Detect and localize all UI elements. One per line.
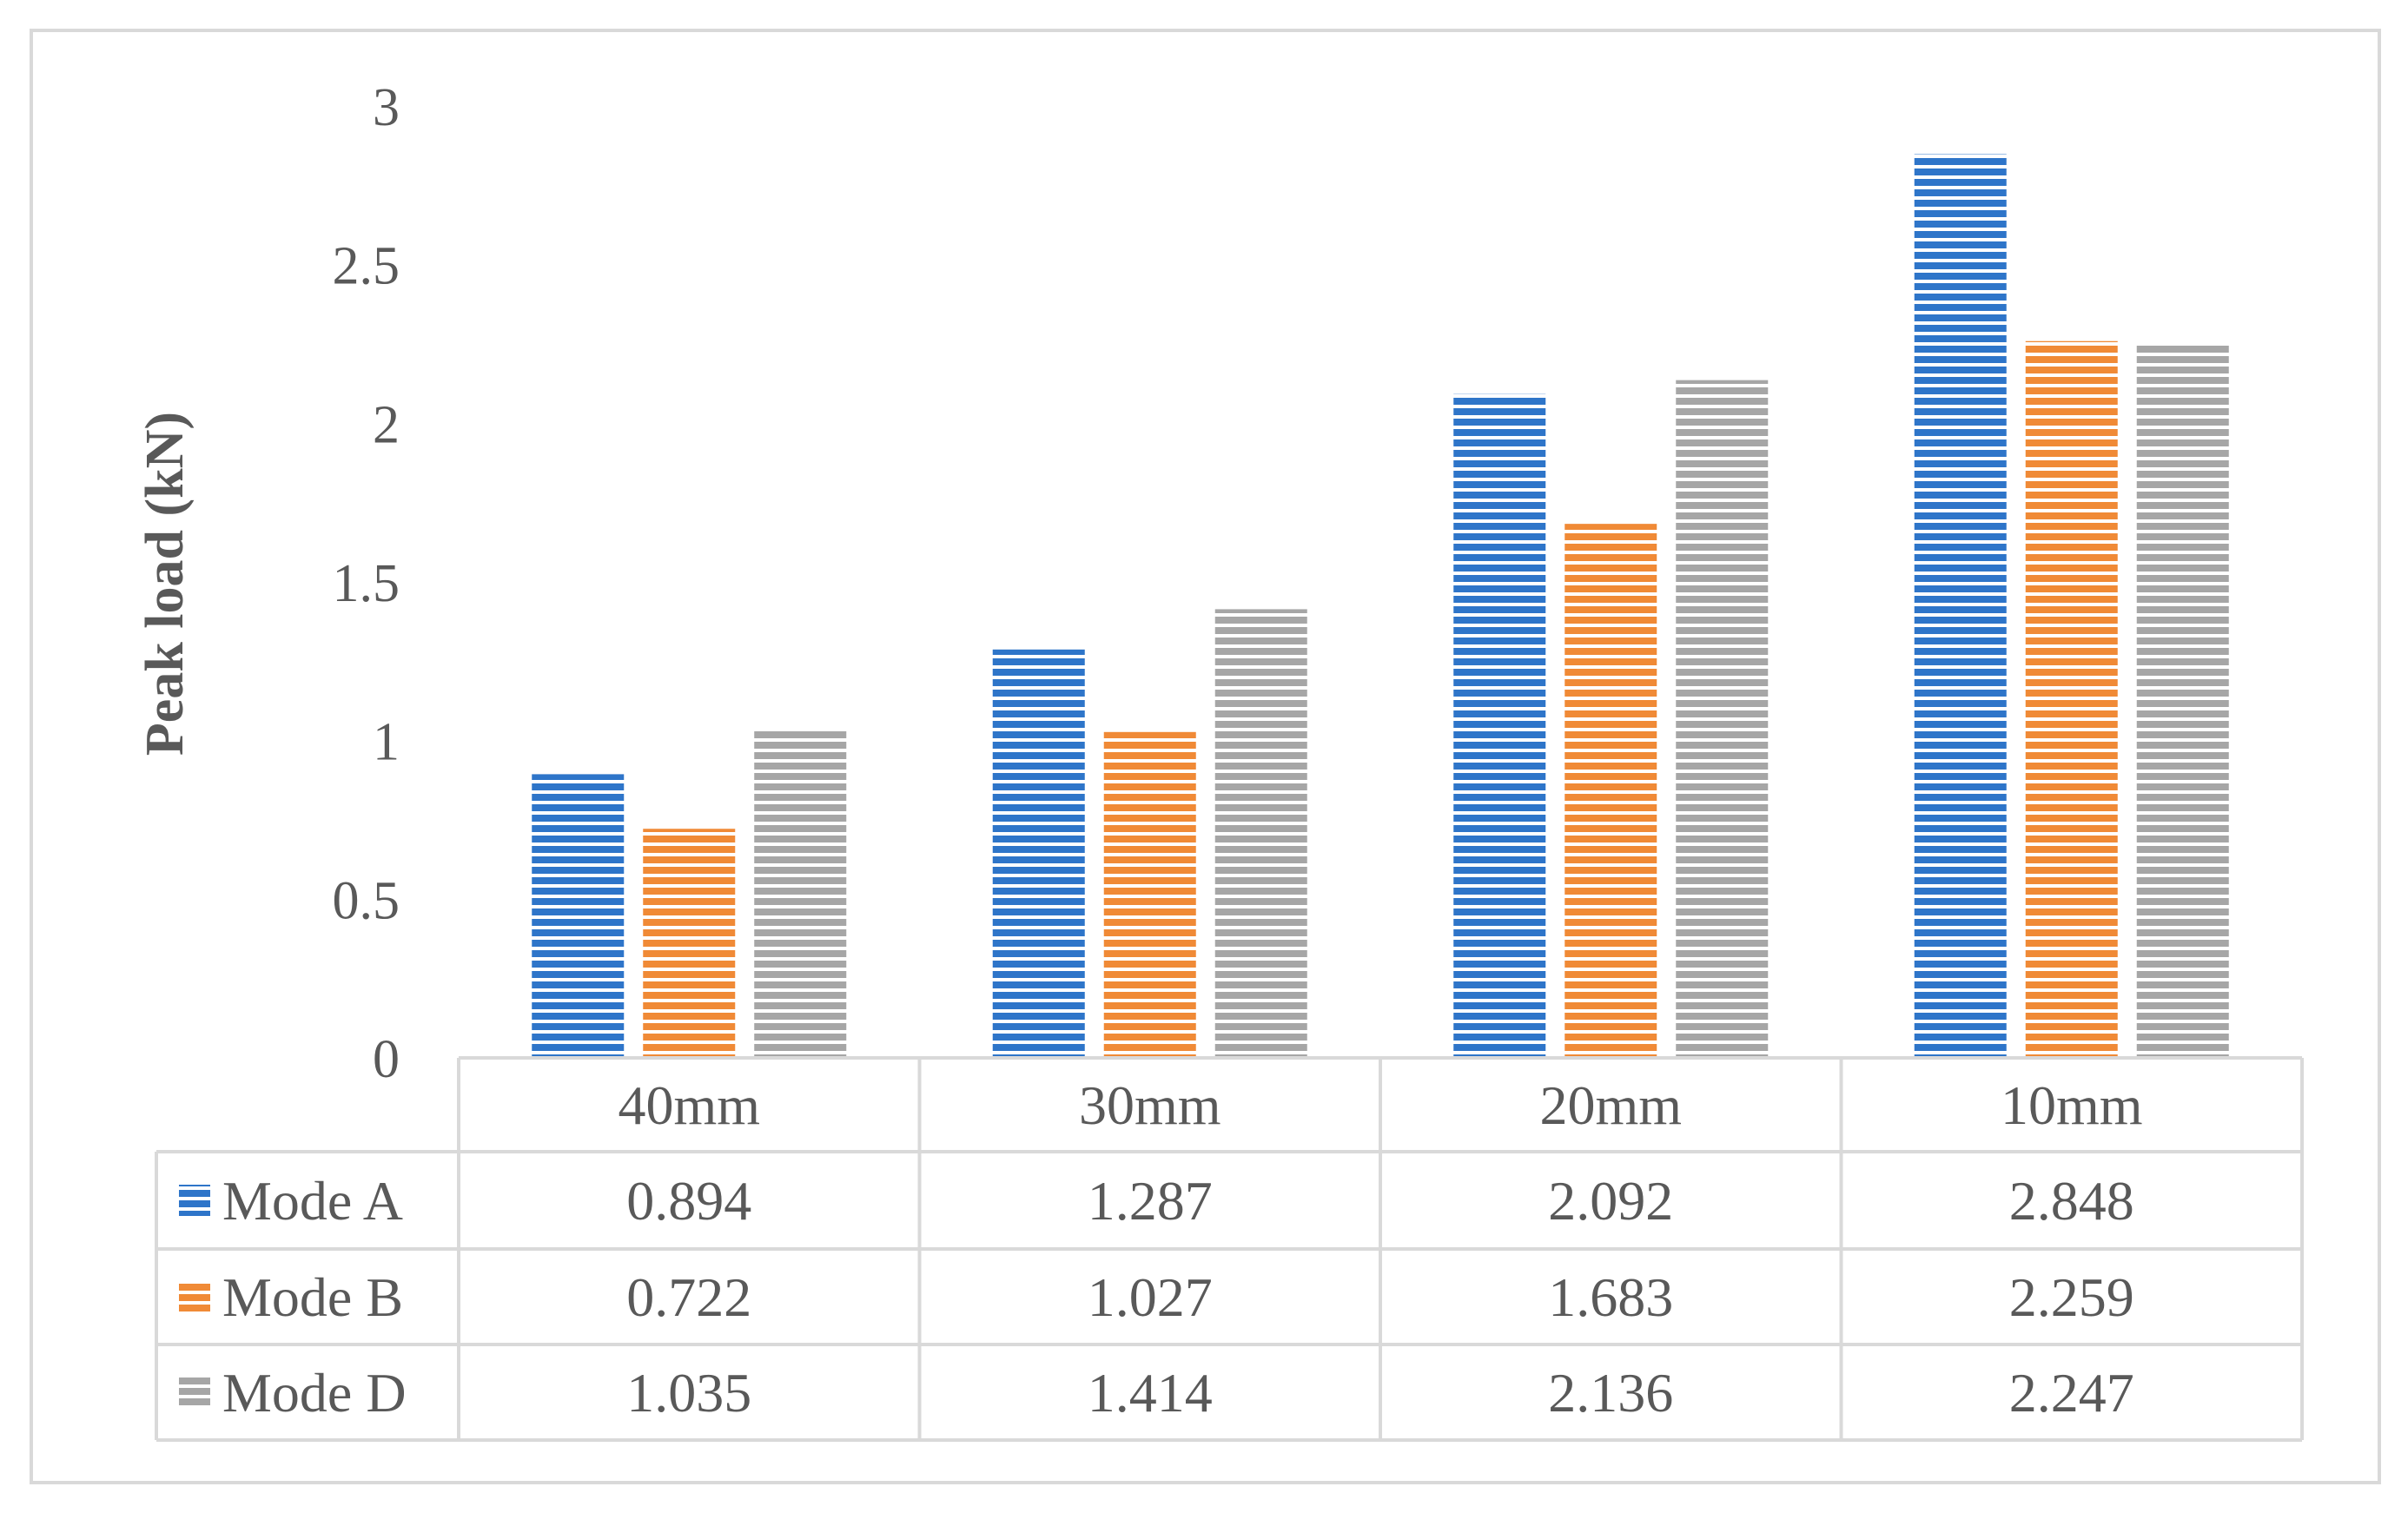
bar-mode-b-20mm: [1565, 524, 1657, 1058]
table-cell-value: 2.136: [1548, 1362, 1673, 1424]
legend-label: Mode B: [222, 1266, 403, 1328]
legend-swatch: [179, 1377, 210, 1408]
table-cell-value: 1.287: [1088, 1170, 1213, 1232]
y-tick-label: 1.5: [333, 554, 400, 613]
bar-mode-d-40mm: [754, 729, 847, 1058]
table-cell-value: 0.722: [626, 1266, 751, 1328]
table-cell-value: 2.092: [1548, 1170, 1673, 1232]
table-cell-value: 1.414: [1088, 1362, 1213, 1424]
table-cell-value: 0.894: [626, 1170, 751, 1232]
legend-label: Mode A: [222, 1170, 403, 1232]
legend-label: Mode D: [222, 1362, 407, 1424]
table-cell-value: 1.683: [1548, 1266, 1673, 1328]
y-tick-label: 2: [373, 395, 400, 454]
legend-swatch: [179, 1185, 210, 1216]
data-table: 40mm 30mm 20mm 10mm Mode A 0.894 1.287 2.092 2.8…: [155, 1058, 2304, 1442]
y-tick-label: 0: [373, 1030, 400, 1089]
bar-mode-b-40mm: [643, 829, 736, 1058]
table-cell-value: 2.848: [2009, 1170, 2134, 1232]
bar-mode-a-20mm: [1453, 393, 1546, 1058]
legend-swatch: [179, 1281, 210, 1312]
table-cell-value: 1.035: [626, 1362, 751, 1424]
table-cell-value: 2.259: [2009, 1266, 2134, 1328]
bar-mode-a-40mm: [532, 774, 625, 1058]
y-tick-label: 2.5: [333, 237, 400, 296]
bar-mode-b-30mm: [1103, 731, 1196, 1058]
bar-mode-a-10mm: [1914, 154, 2007, 1059]
y-tick-label: 3: [373, 78, 400, 137]
bar-mode-d-30mm: [1214, 609, 1307, 1058]
x-tick-label: 30mm: [1079, 1074, 1221, 1136]
y-tick-label: 1: [373, 713, 400, 772]
table-cell-value: 1.027: [1088, 1266, 1213, 1328]
bar-mode-b-10mm: [2025, 340, 2118, 1058]
bar-mode-d-10mm: [2136, 345, 2229, 1058]
y-tick-label: 0.5: [333, 871, 400, 930]
bars: [532, 154, 2229, 1059]
bar-mode-a-30mm: [992, 649, 1085, 1058]
x-tick-label: 10mm: [2001, 1074, 2143, 1136]
x-tick-label: 40mm: [618, 1074, 760, 1136]
table-cell-value: 2.247: [2009, 1362, 2134, 1424]
y-axis-ticks: 0 0.5 1 1.5 2 2.5 3: [333, 78, 400, 1089]
y-axis-title: Peak load (kN): [136, 412, 195, 756]
x-tick-label: 20mm: [1539, 1074, 1682, 1136]
bar-mode-d-20mm: [1676, 380, 1769, 1058]
